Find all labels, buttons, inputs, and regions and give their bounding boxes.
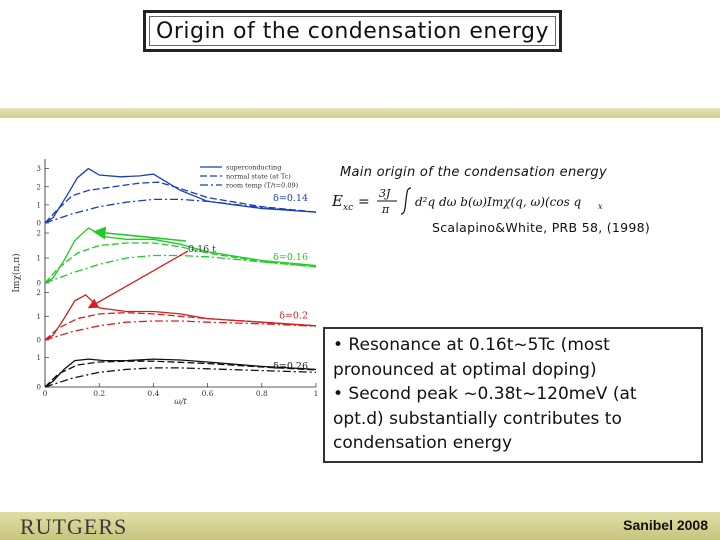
bullet-box: • Resonance at 0.16t~5Tc (most pronounce… [323,327,703,463]
series-line-normal [44,242,317,284]
series-line-room [44,254,317,284]
y-tick-label: 0 [37,220,41,228]
top-divider-band [0,108,720,118]
y-tick-label: 0 [37,384,41,392]
footer-bar: RUTGERS Sanibel 2008 [0,512,720,540]
panel-label: δ=0.14 [273,193,308,204]
y-tick-label: 0 [37,337,41,345]
slide-title: Origin of the condensation energy [149,16,556,46]
citation: Scalapino&White, PRB 58, (1998) [432,220,651,235]
x-tick-label: 0 [43,389,48,398]
formula-frac-den: π [381,203,390,216]
series-line-superconducting [44,294,317,341]
y-tick-label: 1 [37,313,41,321]
y-tick-label: 1 [37,354,41,362]
rutgers-logo: RUTGERS [20,514,128,539]
chart: 0 1 2 3 δ=0.14 0 1 2 δ=0.16 0 1 2 δ=0.2 0 1 δ=0.26 0 0.2 0… [11,159,319,405]
formula-lhs-sub: xc [343,203,353,213]
y-tick-label: 2 [37,183,41,191]
integral-sign [400,187,412,215]
y-tick-label: 1 [37,201,41,209]
series-line-superconducting [44,358,317,388]
y-tick-label: 3 [37,165,41,173]
condensation-energy-formula: E xc = 3J π d²q dω b(ω)Imχ(q, ω)(cos q x [331,187,603,216]
bullet-line: opt.d) substantially contributes to [333,408,622,429]
series-line-normal [44,360,317,388]
y-axis-label: Imχ(π,π) [11,253,22,292]
series-line-normal [44,312,317,341]
series-line-superconducting [44,227,317,284]
annotation-arrow-red [87,250,189,309]
formula-lhs: E [331,192,343,210]
y-tick-label: 0 [37,280,41,288]
bullet-line: • Second peak ~0.38t~120meV (at [333,384,637,404]
series-line-normal [44,181,317,224]
panel-label: δ=0.16 [273,252,308,263]
annotation-label: 0.16 t [188,244,216,255]
venue-label: Sanibel 2008 [623,517,708,533]
x-tick-label: 0.6 [202,389,214,398]
y-tick-label: 1 [37,255,41,263]
formula-body: d²q dω b(ω)Imχ(q, ω)(cos q [415,195,582,209]
legend-entry: superconducting [226,164,281,172]
bullet-line: condensation energy [333,433,513,453]
panel-label: δ=0.26 [273,361,308,372]
y-tick-label: 2 [37,230,41,238]
series-line-room [44,320,317,341]
legend-entry: room temp (T/t=0.09) [226,182,299,190]
y-tick-label: 2 [37,289,41,297]
x-tick-label: 1 [314,389,319,398]
annotation-arrow-green [92,226,187,242]
title-box: Origin of the condensation energy [143,10,562,52]
x-tick-label: 0.2 [93,389,105,398]
x-tick-label: 0.4 [147,389,159,398]
x-axis-label: ω/t [174,397,187,405]
formula-equals: = [358,194,370,210]
formula-qx-sub: x [598,202,603,211]
formula-frac-num: 3J [379,187,391,200]
x-tick-label: 0.8 [256,389,268,398]
panel-label: δ=0.2 [279,310,308,321]
series-line-room [44,367,317,388]
bullet-line: pronounced at optimal doping) [333,359,597,380]
legend-entry: normal state (at Tc) [226,173,291,181]
series-line-room [44,198,317,224]
main-origin-heading: Main origin of the condensation energy [340,165,607,180]
bullet-line: • Resonance at 0.16t~5Tc (most [333,335,610,355]
